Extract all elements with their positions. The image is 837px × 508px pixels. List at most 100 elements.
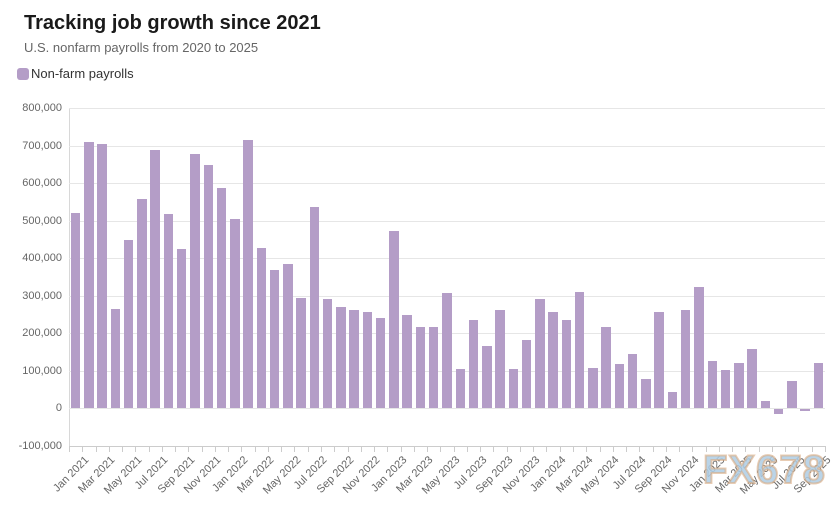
bar-oct-2021[interactable] — [190, 154, 200, 408]
x-axis-tick — [440, 447, 442, 452]
bar-jun-2024[interactable] — [614, 363, 625, 408]
bar-jun-2022[interactable] — [296, 298, 306, 408]
x-axis-tick — [321, 447, 322, 452]
x-axis-tick — [360, 447, 362, 452]
legend-item-nonfarm-payrolls[interactable]: Non-farm payrolls — [17, 66, 134, 81]
bar-mar-2024[interactable] — [574, 291, 585, 408]
bar-aug-2023[interactable] — [482, 346, 492, 408]
bar-apr-2024[interactable] — [588, 367, 598, 408]
bar-apr-2021[interactable] — [110, 309, 121, 408]
bar-feb-2024[interactable] — [561, 319, 572, 408]
x-axis-tick — [665, 447, 667, 452]
bar-feb-2023[interactable] — [402, 315, 412, 408]
bar-dec-2021[interactable] — [216, 187, 227, 408]
x-axis-tick — [254, 447, 256, 452]
bar-nov-2024[interactable] — [680, 310, 691, 408]
x-axis-tick — [307, 447, 309, 452]
bar-may-2021[interactable] — [123, 240, 134, 408]
y-axis-label: -100,000 — [18, 439, 62, 452]
bar-jan-2024[interactable] — [548, 312, 558, 408]
x-axis-tick — [785, 447, 787, 452]
bar-jun-2025[interactable] — [773, 409, 784, 414]
bar-may-2023[interactable] — [442, 293, 452, 408]
bar-dec-2024[interactable] — [694, 286, 704, 408]
y-axis-label: 500,000 — [22, 214, 62, 227]
bar-aug-2025[interactable] — [800, 409, 810, 411]
x-axis-tick — [148, 447, 150, 452]
x-axis-tick — [334, 447, 336, 452]
bar-apr-2023[interactable] — [428, 326, 439, 408]
x-axis-tick — [480, 447, 482, 452]
y-axis-label: 600,000 — [22, 177, 62, 189]
x-axis-tick — [82, 447, 84, 452]
bar-oct-2024[interactable] — [667, 391, 678, 408]
x-axis-tick — [825, 447, 826, 452]
bar-jan-2022[interactable] — [230, 219, 240, 408]
x-axis-tick — [519, 447, 521, 452]
bar-may-2022[interactable] — [283, 264, 293, 408]
x-axis-tick — [692, 447, 694, 452]
bar-jul-2021[interactable] — [150, 149, 160, 408]
x-axis-tick — [533, 447, 535, 452]
y-axis-label: 100,000 — [22, 364, 62, 377]
x-axis-tick — [267, 447, 269, 452]
bar-mar-2021[interactable] — [97, 144, 107, 408]
bar-jan-2021[interactable] — [70, 213, 81, 408]
x-axis-line — [69, 446, 826, 447]
x-axis-tick — [95, 447, 97, 452]
bar-dec-2022[interactable] — [375, 318, 386, 408]
bar-apr-2025[interactable] — [747, 348, 757, 408]
gridline — [69, 183, 825, 184]
bar-feb-2025[interactable] — [720, 369, 731, 408]
bar-may-2024[interactable] — [601, 327, 611, 408]
bar-jan-2023[interactable] — [389, 231, 399, 408]
bar-jul-2025[interactable] — [787, 381, 797, 408]
x-axis-tick — [798, 447, 800, 452]
bar-oct-2023[interactable] — [508, 368, 519, 408]
x-axis-tick — [188, 447, 190, 452]
bar-nov-2022[interactable] — [362, 312, 373, 408]
bar-sep-2023[interactable] — [495, 309, 505, 408]
bar-sep-2021[interactable] — [176, 249, 187, 408]
x-axis-tick — [201, 447, 203, 452]
bar-jul-2022[interactable] — [309, 206, 320, 408]
bar-aug-2022[interactable] — [322, 298, 333, 408]
bar-feb-2021[interactable] — [84, 141, 94, 408]
bar-jul-2024[interactable] — [627, 354, 638, 408]
bar-jan-2025[interactable] — [707, 361, 717, 408]
x-axis-tick — [135, 447, 137, 452]
x-axis-tick — [347, 447, 349, 452]
bar-sep-2024[interactable] — [654, 312, 664, 408]
x-axis-tick — [241, 447, 243, 452]
bar-mar-2022[interactable] — [256, 247, 267, 408]
bar-mar-2023[interactable] — [415, 326, 426, 408]
bar-nov-2021[interactable] — [203, 165, 213, 408]
bar-may-2025[interactable] — [760, 400, 771, 408]
bar-oct-2022[interactable] — [349, 310, 359, 408]
bar-sep-2025[interactable] — [813, 363, 824, 408]
bar-jun-2021[interactable] — [137, 199, 147, 408]
bar-aug-2021[interactable] — [163, 214, 174, 408]
bar-dec-2023[interactable] — [535, 299, 545, 408]
x-axis-tick — [400, 447, 402, 452]
bar-feb-2022[interactable] — [243, 140, 253, 408]
bar-jun-2023[interactable] — [455, 368, 465, 408]
x-axis-tick — [294, 447, 296, 452]
x-axis-tick — [374, 447, 376, 452]
gridline — [69, 220, 825, 222]
legend-label: Non-farm payrolls — [31, 66, 134, 81]
bar-nov-2023[interactable] — [521, 339, 532, 408]
y-axis-label: 0 — [55, 402, 62, 414]
x-axis-tick — [506, 447, 508, 452]
x-axis-tick — [413, 447, 415, 452]
plot-area — [69, 108, 825, 447]
x-axis-tick — [453, 447, 455, 452]
x-axis-tick — [732, 447, 734, 452]
bar-jul-2023[interactable] — [468, 319, 479, 408]
bar-apr-2022[interactable] — [269, 270, 280, 408]
bar-aug-2024[interactable] — [641, 378, 651, 408]
bar-sep-2022[interactable] — [336, 307, 346, 408]
x-axis-tick — [493, 447, 495, 452]
bar-mar-2025[interactable] — [734, 363, 744, 408]
